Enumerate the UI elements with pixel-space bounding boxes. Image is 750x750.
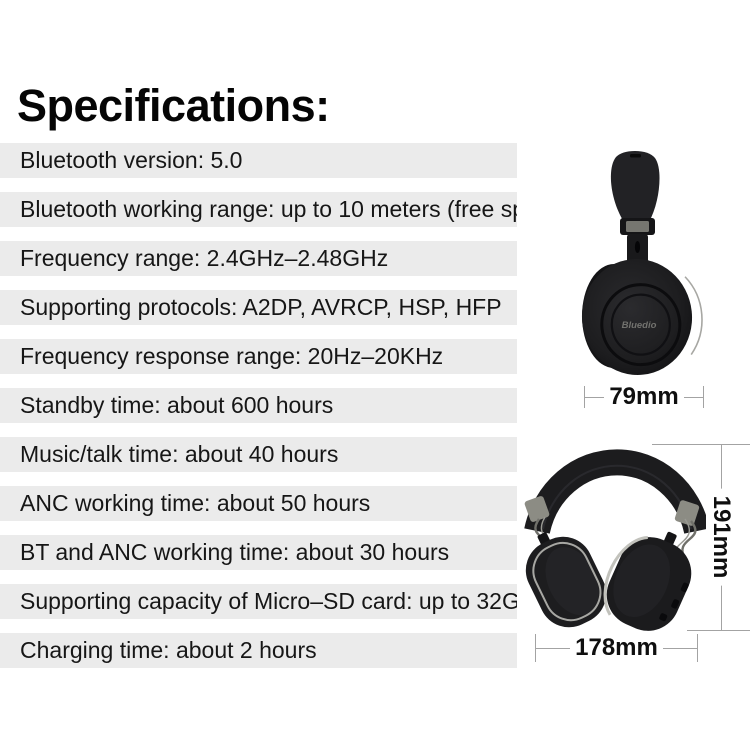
control-button (659, 613, 668, 622)
right-ear-cup (603, 531, 692, 631)
headphone-front-image (524, 449, 710, 631)
spec-list: Bluetooth version: 5.0 Bluetooth working… (0, 143, 517, 682)
spec-row-bluetooth-version: Bluetooth version: 5.0 (0, 143, 517, 178)
dimension-line (585, 396, 605, 398)
headband-arc (524, 449, 710, 534)
dimension-tick (584, 386, 585, 408)
dimension-label-191mm: 191mm (706, 488, 736, 586)
dimension-label-178mm: 178mm (575, 634, 658, 661)
spec-row-frequency-response: Frequency response range: 20Hz–20KHz (0, 339, 517, 374)
spec-row-charging-time: Charging time: about 2 hours (0, 633, 517, 668)
dimension-line (536, 647, 571, 649)
left-hinge (524, 496, 550, 522)
dimension-line (683, 396, 703, 398)
silver-trim (603, 535, 648, 616)
spec-row-working-range: Bluetooth working range: up to 10 meters… (0, 192, 517, 227)
spec-row-anc-time: ANC working time: about 50 hours (0, 486, 517, 521)
headphone-side-image: Bluedio (581, 151, 703, 375)
dimension-79mm: 79mm (584, 383, 704, 410)
headband-strap (610, 151, 660, 222)
dimension-label-79mm: 79mm (609, 383, 679, 410)
brand-logo-text: Bluedio (622, 320, 657, 331)
page-title: Specifications: (17, 80, 330, 131)
dimension-tick (697, 634, 699, 662)
control-button (671, 599, 680, 609)
control-button (680, 582, 689, 593)
dimension-178mm: 178mm (535, 634, 699, 662)
dimension-extension-bottom (687, 630, 750, 631)
dimension-line (662, 647, 698, 649)
spec-row-protocols: Supporting protocols: A2DP, AVRCP, HSP, … (0, 290, 517, 325)
ear-cup (581, 259, 703, 375)
dimension-tick (535, 634, 536, 662)
spec-row-frequency-range: Frequency range: 2.4GHz–2.48GHz (0, 241, 517, 276)
right-hinge (674, 500, 700, 526)
spec-row-bt-anc-time: BT and ANC working time: about 30 hours (0, 535, 517, 570)
dimension-extension-top (652, 444, 750, 445)
spec-row-sd-capacity: Supporting capacity of Micro–SD card: up… (0, 584, 517, 619)
dimension-tick (703, 386, 704, 408)
spec-row-standby-time: Standby time: about 600 hours (0, 388, 517, 423)
left-ear-cup (525, 532, 607, 628)
spec-row-music-talk-time: Music/talk time: about 40 hours (0, 437, 517, 472)
